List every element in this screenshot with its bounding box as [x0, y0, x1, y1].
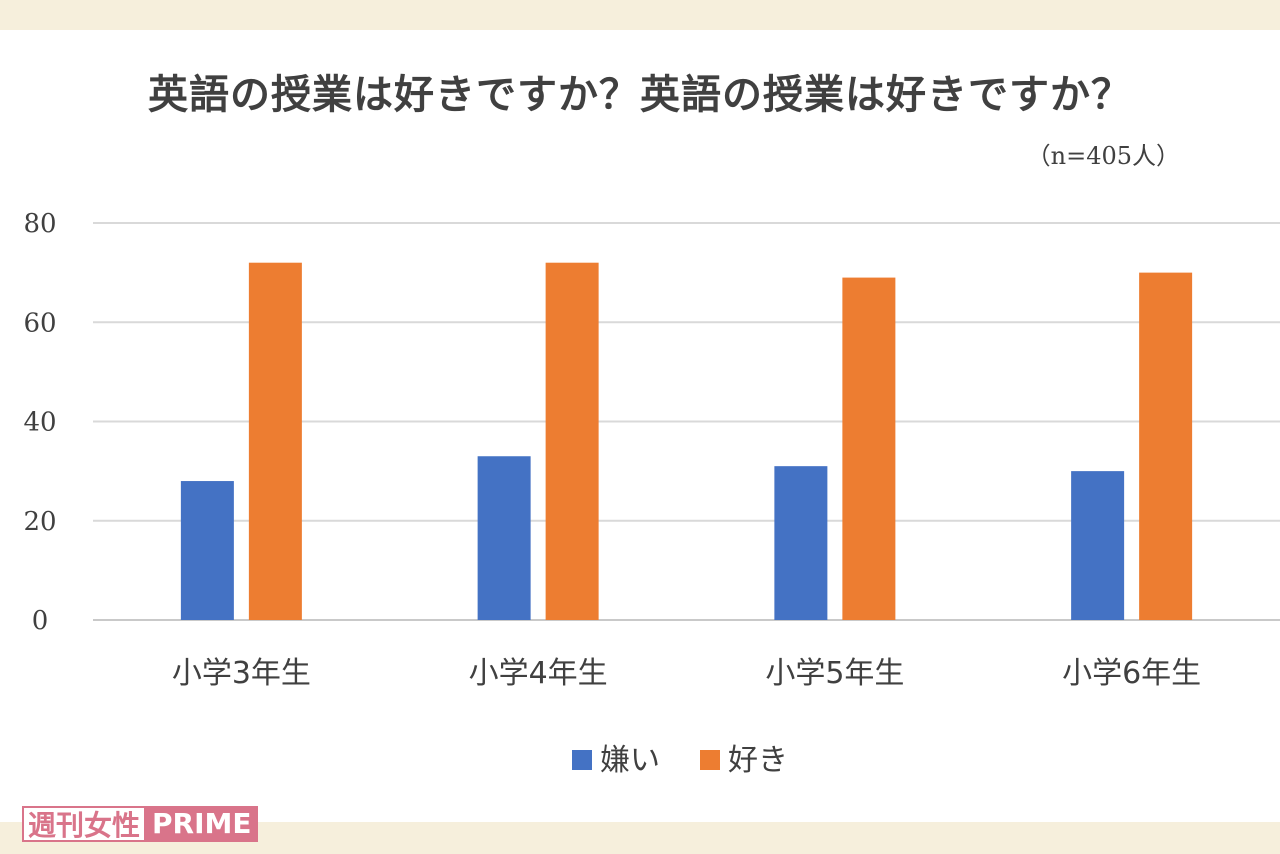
y-tick-label: 60 [23, 308, 56, 338]
legend-label: 嫌い [600, 743, 660, 778]
bar-嫌い-小学3年生 [180, 481, 234, 620]
y-tick-label: 20 [23, 507, 56, 537]
bar-嫌い-小学4年生 [477, 456, 531, 620]
legend-label: 好き [728, 743, 788, 778]
chart-title: 英語の授業は好きですか？英語の授業は好きですか？ [148, 72, 1132, 118]
y-tick-label: 0 [32, 606, 49, 636]
y-tick-labels: 0 20 40 60 80 [23, 209, 56, 636]
legend-swatch [700, 750, 720, 770]
watermark-part1: 週刊女性 [22, 806, 147, 842]
legend: 嫌い 好き [572, 743, 788, 778]
category-label: 小学5年生 [765, 656, 904, 691]
bar-嫌い-小学5年生 [774, 466, 828, 620]
y-tick-label: 80 [23, 209, 56, 239]
category-labels: 小学3年生 小学4年生 小学5年生 小学6年生 [172, 656, 1201, 691]
bar-好き-小学3年生 [248, 262, 302, 620]
bar-嫌い-小学6年生 [1071, 471, 1125, 620]
y-tick-label: 40 [23, 408, 56, 438]
bar-好き-小学4年生 [545, 262, 599, 620]
category-label: 小学4年生 [469, 656, 608, 691]
chart-subtitle: （n=405人） [1026, 142, 1180, 170]
category-label: 小学3年生 [172, 656, 311, 691]
chart-panel [0, 30, 1280, 822]
legend-swatch [572, 750, 592, 770]
bar-好き-小学5年生 [842, 277, 896, 620]
category-label: 小学6年生 [1062, 656, 1201, 691]
bar-好き-小学6年生 [1139, 272, 1193, 620]
watermark-logo: 週刊女性 PRIME [22, 806, 258, 842]
bars [180, 262, 1193, 620]
watermark-part2: PRIME [146, 806, 258, 842]
